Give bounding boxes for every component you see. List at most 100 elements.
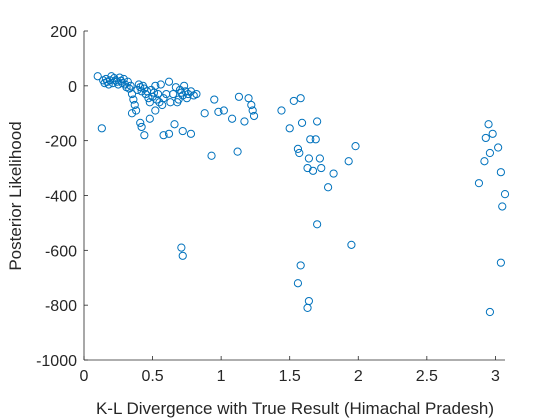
data-point xyxy=(308,166,318,175)
data-point xyxy=(277,106,286,115)
data-point xyxy=(496,258,505,267)
data-point xyxy=(126,81,135,90)
data-point xyxy=(104,80,113,89)
data-point xyxy=(296,94,305,103)
data-point xyxy=(500,190,510,199)
data-point xyxy=(177,243,186,252)
data-point xyxy=(178,126,187,136)
data-point xyxy=(140,131,149,140)
data-point xyxy=(129,95,138,104)
x-axis-label: K-L Divergence with True Result (Himacha… xyxy=(96,399,494,418)
data-point xyxy=(171,83,180,92)
data-point xyxy=(145,114,154,123)
data-point xyxy=(347,240,356,249)
data-point xyxy=(498,202,507,211)
data-point xyxy=(315,154,324,163)
data-point xyxy=(97,124,106,133)
data-point xyxy=(119,74,128,84)
data-point xyxy=(488,129,497,138)
x-tick-label: 1 xyxy=(217,368,226,385)
y-tick-label: -1000 xyxy=(36,353,77,370)
y-tick-label: 0 xyxy=(68,79,77,96)
data-point xyxy=(297,118,307,127)
data-point xyxy=(159,131,168,140)
data-point xyxy=(207,151,216,160)
data-point xyxy=(144,94,153,103)
data-points xyxy=(93,72,510,317)
data-point xyxy=(295,148,304,158)
data-point xyxy=(174,95,183,104)
data-point xyxy=(293,279,303,288)
data-point xyxy=(228,114,237,123)
data-point xyxy=(127,89,137,99)
data-point xyxy=(311,135,320,144)
data-point xyxy=(304,154,313,163)
data-point xyxy=(108,78,117,88)
data-point xyxy=(485,148,495,158)
data-point xyxy=(285,124,294,133)
x-tick-label: 0 xyxy=(80,368,89,385)
data-point xyxy=(248,106,257,115)
data-point xyxy=(182,94,191,103)
data-point xyxy=(186,129,196,138)
data-point xyxy=(234,92,244,101)
data-point xyxy=(136,118,145,127)
data-point xyxy=(289,96,298,106)
data-point xyxy=(127,109,137,118)
data-point xyxy=(93,72,102,81)
data-point xyxy=(155,98,164,107)
data-point xyxy=(169,89,178,99)
data-point xyxy=(304,296,313,306)
data-point xyxy=(313,117,322,126)
data-point xyxy=(303,303,312,313)
x-tick-label: 0.5 xyxy=(141,368,163,385)
data-point xyxy=(494,143,503,152)
data-point xyxy=(247,100,256,110)
data-point xyxy=(484,120,493,129)
y-axis-label: Posterior Likelihood xyxy=(6,121,25,270)
data-point xyxy=(159,94,168,103)
x-tick-label: 2 xyxy=(354,368,363,385)
data-point xyxy=(111,76,120,85)
data-point xyxy=(156,80,165,89)
data-point xyxy=(153,89,163,99)
data-point xyxy=(180,81,189,90)
data-point xyxy=(164,77,174,86)
data-point xyxy=(481,133,490,143)
y-tick-label: -800 xyxy=(45,298,77,315)
data-point xyxy=(178,91,187,100)
data-point xyxy=(192,89,201,99)
data-point xyxy=(132,106,141,115)
data-point xyxy=(214,107,223,116)
data-point xyxy=(344,157,353,166)
y-tick-label: -200 xyxy=(45,134,77,151)
data-point xyxy=(219,106,228,115)
data-point xyxy=(296,261,305,270)
data-point xyxy=(485,307,495,317)
x-axis-ticks: 0 0.5 1 1.5 2 2.5 3 xyxy=(80,356,500,385)
data-point xyxy=(240,117,249,126)
data-point xyxy=(244,94,253,103)
data-point xyxy=(313,220,322,229)
data-point xyxy=(170,120,179,129)
data-point xyxy=(130,100,139,110)
data-point xyxy=(480,157,489,166)
y-tick-label: -400 xyxy=(45,189,77,206)
x-tick-label: 2.5 xyxy=(416,368,438,385)
data-point xyxy=(329,169,338,178)
data-point xyxy=(184,89,193,99)
data-point xyxy=(164,129,174,138)
data-point xyxy=(166,98,175,107)
y-tick-label: 200 xyxy=(50,24,77,41)
data-point xyxy=(293,144,303,153)
data-point xyxy=(351,142,360,151)
data-point xyxy=(200,109,209,118)
data-point xyxy=(496,168,505,177)
data-point xyxy=(178,251,187,260)
data-point xyxy=(233,147,242,156)
data-point xyxy=(151,81,160,90)
data-point xyxy=(210,95,219,104)
data-point xyxy=(137,122,146,132)
x-tick-label: 3 xyxy=(491,368,500,385)
